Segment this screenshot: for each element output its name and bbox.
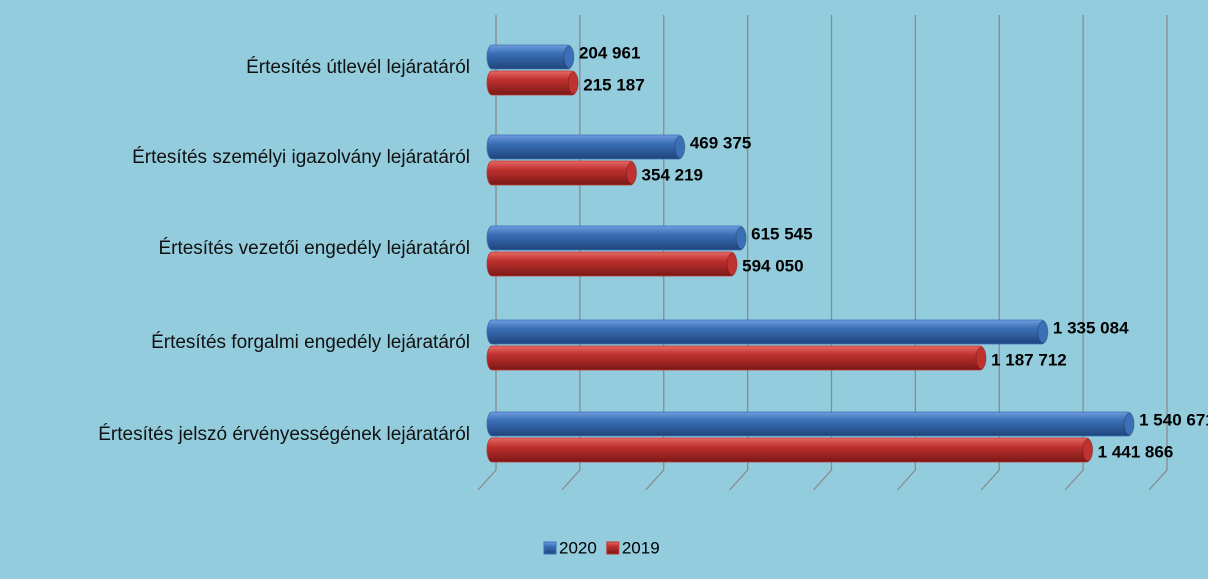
category-label: Értesítés jelszó érvényességének lejárat… bbox=[98, 424, 470, 445]
bar-cap bbox=[975, 346, 987, 370]
bar bbox=[486, 160, 636, 186]
value-label: 594 050 bbox=[742, 256, 803, 275]
bar-cap bbox=[1082, 438, 1094, 462]
value-label: 204 961 bbox=[579, 43, 640, 62]
value-label: 1 441 866 bbox=[1098, 442, 1174, 461]
legend-label: 2020 bbox=[559, 538, 597, 557]
grid-line bbox=[645, 15, 665, 491]
grid-line bbox=[813, 15, 833, 491]
bar-cap bbox=[1037, 320, 1049, 344]
bar-cap bbox=[563, 45, 575, 69]
value-label: 1 335 084 bbox=[1053, 318, 1129, 337]
bar-cap bbox=[674, 135, 686, 159]
legend-swatch bbox=[606, 541, 620, 555]
grid-line bbox=[896, 15, 917, 491]
bar bbox=[486, 251, 737, 277]
value-label: 215 187 bbox=[583, 75, 644, 94]
bar bbox=[486, 411, 1134, 437]
bar bbox=[486, 319, 1048, 345]
category-label: Értesítés útlevél lejáratáról bbox=[246, 57, 470, 78]
category-label: Értesítés személyi igazolvány lejáratáró… bbox=[132, 147, 470, 168]
value-label: 615 545 bbox=[751, 224, 812, 243]
bar-cap bbox=[567, 71, 579, 95]
bar-cap bbox=[626, 161, 638, 185]
value-label: 469 375 bbox=[690, 133, 751, 152]
legend-swatch bbox=[543, 541, 557, 555]
bar bbox=[486, 437, 1093, 463]
category-label: Értesítés vezetői engedély lejáratáról bbox=[158, 238, 470, 259]
value-label: 1 540 671 bbox=[1139, 410, 1208, 429]
bar bbox=[486, 44, 574, 70]
bar bbox=[486, 134, 685, 160]
bar bbox=[486, 70, 578, 96]
category-label: Értesítés forgalmi engedély lejáratáról bbox=[151, 332, 470, 353]
value-label: 354 219 bbox=[642, 165, 703, 184]
bar-cap bbox=[1123, 412, 1135, 436]
grid-line bbox=[729, 15, 749, 491]
bar bbox=[486, 345, 986, 371]
legend-label: 2019 bbox=[622, 538, 660, 557]
grid-line bbox=[1064, 15, 1084, 491]
bar bbox=[486, 225, 746, 251]
bar-cap bbox=[726, 252, 738, 276]
bar-cap bbox=[735, 226, 747, 250]
value-label: 1 187 712 bbox=[991, 350, 1067, 369]
grid-line bbox=[1148, 15, 1168, 491]
grid-line bbox=[980, 15, 1000, 491]
